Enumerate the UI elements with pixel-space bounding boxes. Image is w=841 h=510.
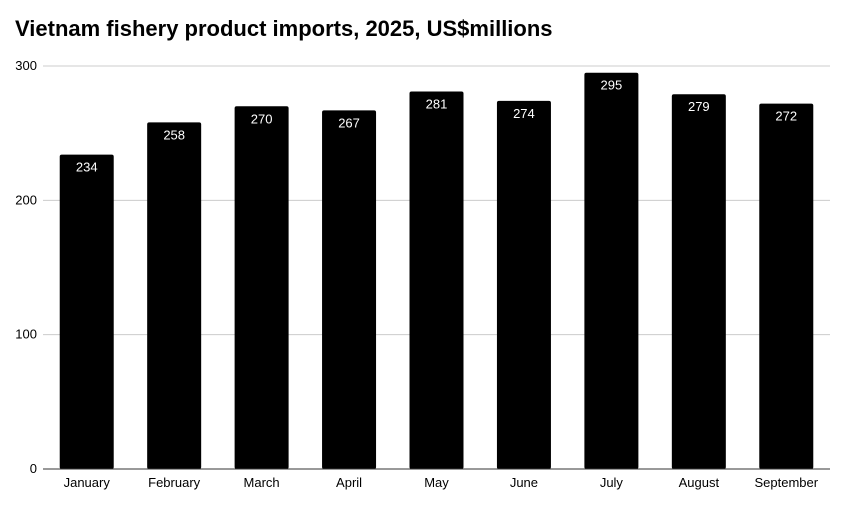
bar-value-label: 279 [688, 99, 710, 114]
bar-value-label: 295 [601, 78, 623, 93]
chart-title: Vietnam fishery product imports, 2025, U… [15, 16, 553, 41]
bar-value-label: 272 [775, 109, 797, 124]
y-tick-label: 0 [30, 461, 37, 476]
x-tick-label: September [754, 475, 818, 490]
bar [59, 154, 114, 469]
bar-value-labels: 234 258 270 267 281 274 295 279 272 [76, 78, 797, 175]
bar [234, 106, 289, 470]
x-axis-ticks: January February March April May June July Augu… [64, 475, 819, 490]
y-axis-ticks: 0 100 200 300 [15, 58, 37, 476]
x-tick-label: April [336, 475, 362, 490]
y-tick-label: 300 [15, 58, 37, 73]
x-tick-label: June [510, 475, 538, 490]
x-tick-label: July [600, 475, 624, 490]
bars [59, 72, 814, 470]
bar [759, 103, 814, 469]
bar [496, 100, 551, 469]
x-tick-label: May [424, 475, 449, 490]
bar-value-label: 267 [338, 115, 360, 130]
bar-value-label: 274 [513, 106, 535, 121]
bar [671, 94, 726, 470]
bar [584, 72, 639, 469]
bar-value-label: 281 [426, 97, 448, 112]
bar-value-label: 258 [163, 127, 185, 142]
bar-value-label: 234 [76, 160, 98, 175]
x-tick-label: August [679, 475, 720, 490]
bar-value-label: 270 [251, 111, 273, 126]
y-tick-label: 100 [15, 327, 37, 342]
x-tick-label: January [64, 475, 111, 490]
x-tick-label: February [148, 475, 201, 490]
bar [322, 110, 377, 469]
bar [147, 122, 202, 470]
bar [409, 91, 464, 470]
y-tick-label: 200 [15, 192, 37, 207]
x-tick-label: March [244, 475, 280, 490]
